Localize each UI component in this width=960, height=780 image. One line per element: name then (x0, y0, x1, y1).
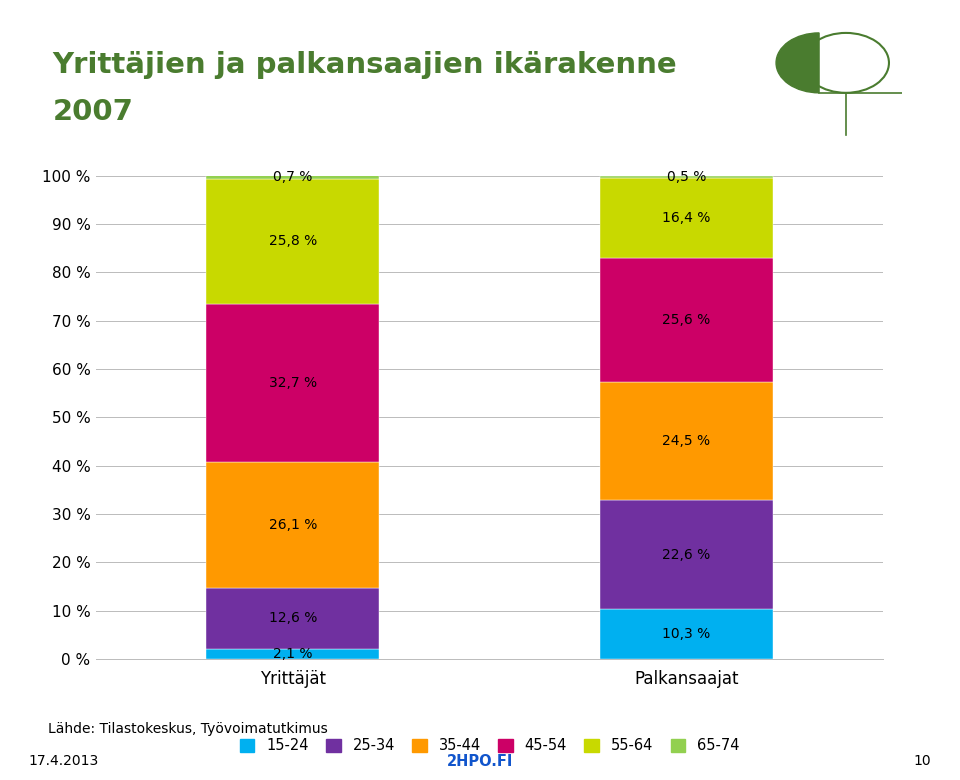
Text: 10: 10 (914, 754, 931, 768)
Bar (206, 588, 379, 649)
Text: 2HPO.FI: 2HPO.FI (446, 753, 514, 769)
Text: 2007: 2007 (53, 98, 133, 126)
Wedge shape (776, 33, 819, 93)
Text: 12,6 %: 12,6 % (269, 612, 317, 626)
Bar (600, 176, 773, 179)
Text: 25,6 %: 25,6 % (662, 313, 710, 327)
Text: 32,7 %: 32,7 % (269, 376, 317, 390)
Text: 0,5 %: 0,5 % (666, 170, 707, 184)
Bar (206, 303, 379, 462)
Text: 2,1 %: 2,1 % (273, 647, 313, 661)
Text: 22,6 %: 22,6 % (662, 548, 710, 562)
Bar (600, 381, 773, 500)
Bar (600, 257, 773, 381)
Text: Yrittäjien ja palkansaajien ikärakenne: Yrittäjien ja palkansaajien ikärakenne (53, 51, 678, 79)
Bar (206, 179, 379, 303)
Bar (206, 649, 379, 659)
Text: 24,5 %: 24,5 % (662, 434, 710, 448)
Text: Lähde: Tilastokeskus, Työvoimatutkimus: Lähde: Tilastokeskus, Työvoimatutkimus (48, 722, 327, 736)
Text: 16,4 %: 16,4 % (662, 211, 710, 225)
Text: 26,1 %: 26,1 % (269, 518, 317, 532)
Text: 17.4.2013: 17.4.2013 (29, 754, 99, 768)
Bar (206, 176, 379, 179)
Legend: 15-24, 25-34, 35-44, 45-54, 55-64, 65-74: 15-24, 25-34, 35-44, 45-54, 55-64, 65-74 (240, 739, 739, 753)
Bar (600, 500, 773, 609)
Bar (206, 462, 379, 588)
Text: 0,7 %: 0,7 % (273, 170, 313, 184)
Bar (600, 179, 773, 257)
Bar (600, 609, 773, 659)
Text: 25,8 %: 25,8 % (269, 234, 317, 248)
Text: 10,3 %: 10,3 % (662, 627, 710, 641)
